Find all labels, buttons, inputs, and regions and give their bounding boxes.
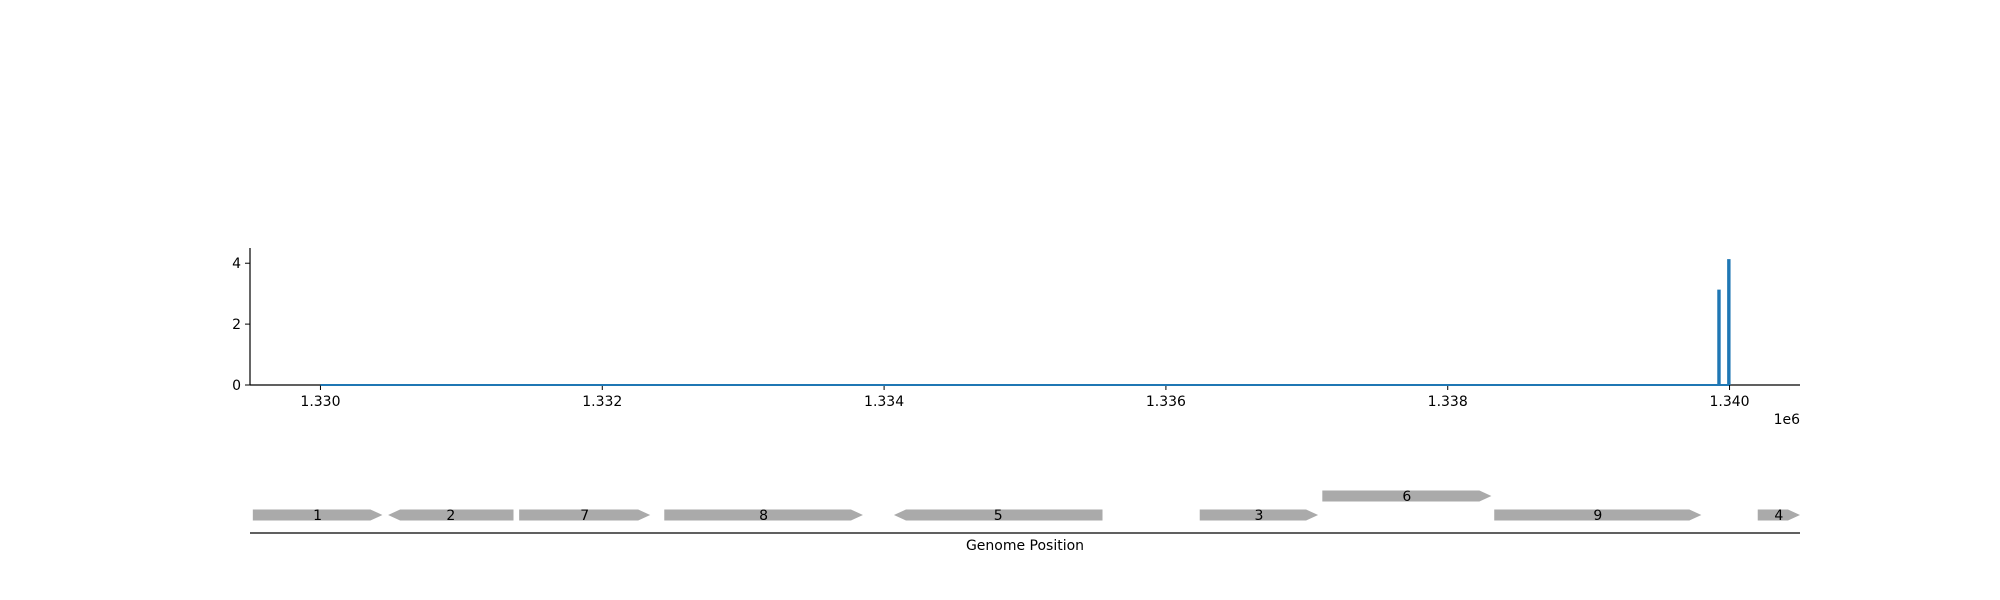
gene-arrow xyxy=(1494,509,1702,521)
gene-label: 2 xyxy=(446,508,455,524)
x-tick-label: 1.338 xyxy=(1428,394,1468,410)
gene-track: 1 2 7 8 5 3 6 9 4 xyxy=(250,489,1800,534)
gene-label: 4 xyxy=(1774,508,1783,524)
gene-arrow xyxy=(1322,490,1492,502)
y-tick-label: 0 xyxy=(232,378,241,394)
gene-label: 3 xyxy=(1254,508,1263,524)
gene-label: 7 xyxy=(580,508,589,524)
y-tick-label: 2 xyxy=(232,317,241,333)
gene-arrow xyxy=(893,509,1103,521)
x-tick-label: 1.330 xyxy=(300,394,340,410)
x-offset-label: 1e6 xyxy=(1774,412,1801,428)
gene-arrow xyxy=(519,509,651,521)
gene-label: 5 xyxy=(994,508,1003,524)
gene-arrow xyxy=(388,509,514,521)
x-tick-label: 1.336 xyxy=(1146,394,1186,410)
gene-label: 6 xyxy=(1402,489,1411,505)
gene-arrow xyxy=(1199,509,1319,521)
x-axis-label: Genome Position xyxy=(966,538,1084,554)
gene-arrow xyxy=(664,509,863,521)
gene-label: 9 xyxy=(1593,508,1602,524)
x-tick-label: 1.334 xyxy=(864,394,904,410)
gene-label: 1 xyxy=(313,508,322,524)
gene-arrow xyxy=(252,509,383,521)
coverage-series-line xyxy=(320,259,1731,386)
coverage-axes: 1.330 1.332 1.334 1.336 1.338 1.340 0 2 4 xyxy=(232,248,1800,410)
gene-arrow xyxy=(1757,509,1800,521)
gene-label: 8 xyxy=(759,508,768,524)
x-tick-label: 1.332 xyxy=(582,394,622,410)
x-tick-label: 1.340 xyxy=(1709,394,1749,410)
y-tick-label: 4 xyxy=(232,256,241,272)
